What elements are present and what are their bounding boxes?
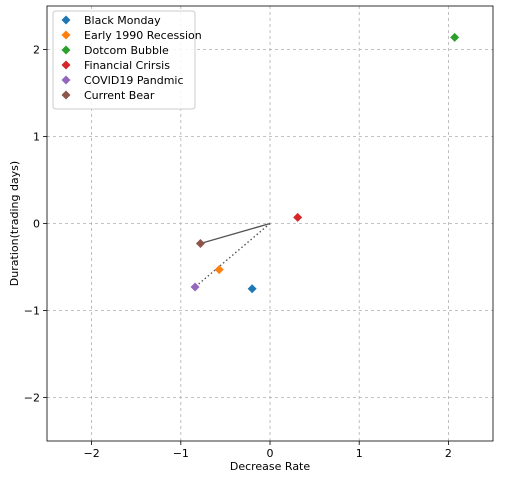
- legend-marker: [61, 90, 71, 100]
- data-point: [293, 212, 303, 222]
- x-tick-label: 0: [267, 447, 274, 460]
- legend-entry-label: Dotcom Bubble: [84, 44, 169, 57]
- legend-box: [52, 10, 196, 110]
- x-tick-label: −2: [83, 447, 99, 460]
- legend: Black Monday Early 1990 Recession Dotcom B…: [52, 10, 202, 110]
- guide-lines: [194, 222, 271, 288]
- legend-entry-label: Early 1990 Recession: [84, 29, 202, 42]
- legend-marker: [61, 60, 71, 70]
- data-point: [214, 265, 224, 275]
- y-tick-label: 1: [33, 131, 40, 144]
- data-point: [195, 239, 205, 249]
- y-axis-ticks: −2 −1 0 1 2: [24, 44, 47, 405]
- legend-marker: [61, 15, 71, 25]
- legend-entry-label: Current Bear: [84, 89, 155, 102]
- y-tick-label: −2: [24, 392, 40, 405]
- legend-marker: [61, 45, 71, 55]
- legend-marker: [61, 75, 71, 85]
- x-tick-label: 2: [445, 447, 452, 460]
- data-point: [190, 282, 200, 292]
- solid-guide-line: [200, 222, 271, 245]
- y-axis-label: Duration(trading days): [8, 161, 21, 286]
- x-axis-ticks: −2 −1 0 1 2: [83, 441, 452, 460]
- legend-entry-label: COVID19 Pandmic: [84, 74, 184, 87]
- dotted-guide-line: [194, 222, 271, 288]
- legend-entry-label: Financial Crirsis: [84, 59, 170, 72]
- x-axis-label: Decrease Rate: [230, 460, 311, 473]
- x-tick-label: −1: [173, 447, 189, 460]
- legend-marker: [61, 30, 71, 40]
- y-tick-label: −1: [24, 305, 40, 318]
- y-tick-label: 2: [33, 44, 40, 57]
- data-points: [190, 32, 460, 294]
- x-tick-label: 1: [356, 447, 363, 460]
- y-tick-label: 0: [33, 218, 40, 231]
- legend-entry-label: Black Monday: [84, 14, 161, 27]
- data-point: [450, 32, 460, 42]
- data-point: [247, 284, 257, 294]
